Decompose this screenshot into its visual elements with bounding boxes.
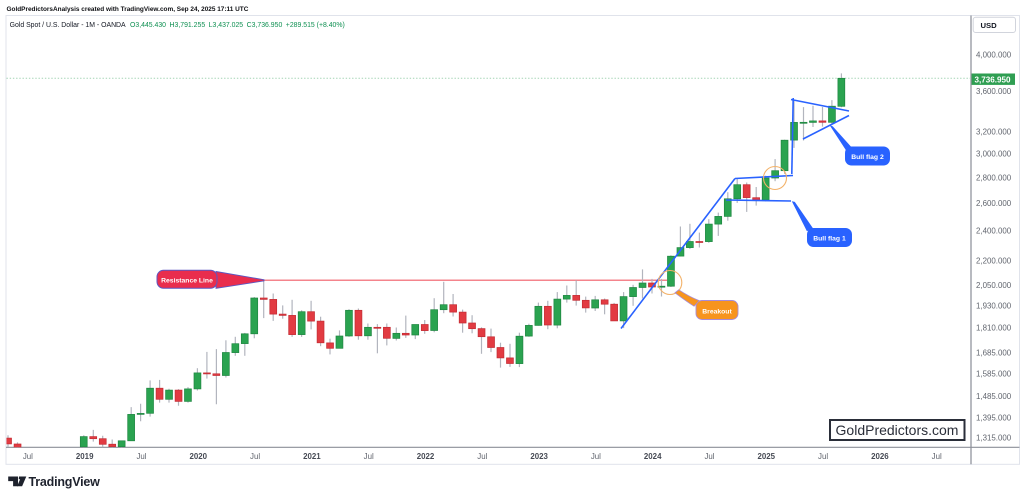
- svg-text:2026: 2026: [871, 452, 889, 461]
- svg-text:GoldPredictors.com: GoldPredictors.com: [836, 422, 959, 438]
- svg-text:3,000.000: 3,000.000: [976, 150, 1012, 159]
- svg-text:4,000.000: 4,000.000: [976, 51, 1012, 60]
- svg-text:Jul: Jul: [364, 452, 374, 461]
- svg-text:2024: 2024: [644, 452, 662, 461]
- svg-text:Jul: Jul: [818, 452, 828, 461]
- svg-text:2,200.000: 2,200.000: [976, 257, 1012, 266]
- svg-text:1,395.000: 1,395.000: [976, 413, 1012, 422]
- svg-text:Jul: Jul: [136, 452, 146, 461]
- svg-text:Jul: Jul: [704, 452, 714, 461]
- svg-text:1,810.000: 1,810.000: [976, 324, 1012, 333]
- svg-text:Bull flag 2: Bull flag 2: [851, 154, 884, 161]
- svg-text:2,400.000: 2,400.000: [976, 227, 1012, 236]
- svg-text:USD: USD: [981, 21, 998, 30]
- svg-text:3,200.000: 3,200.000: [976, 127, 1012, 136]
- svg-text:2022: 2022: [417, 452, 435, 461]
- svg-text:1,685.000: 1,685.000: [976, 348, 1012, 357]
- svg-text:Jul: Jul: [23, 452, 33, 461]
- svg-text:2023: 2023: [530, 452, 548, 461]
- svg-text:1,585.000: 1,585.000: [976, 369, 1012, 378]
- svg-text:1,315.000: 1,315.000: [976, 434, 1012, 443]
- svg-text:Breakout: Breakout: [702, 308, 732, 315]
- svg-text:Jul: Jul: [591, 452, 601, 461]
- svg-text:GoldPredictorsAnalysis created: GoldPredictorsAnalysis created with Trad…: [7, 6, 249, 13]
- svg-text:2,050.000: 2,050.000: [976, 281, 1012, 290]
- svg-text:Resistance Line: Resistance Line: [161, 278, 213, 285]
- svg-text:Jul: Jul: [250, 452, 260, 461]
- svg-text:2021: 2021: [303, 452, 321, 461]
- svg-text:2,800.000: 2,800.000: [976, 173, 1012, 182]
- svg-text:2025: 2025: [758, 452, 776, 461]
- svg-text:2019: 2019: [76, 452, 94, 461]
- svg-text:2020: 2020: [190, 452, 208, 461]
- svg-text:Jul: Jul: [932, 452, 942, 461]
- svg-text:TradingView: TradingView: [29, 475, 101, 489]
- svg-text:1,930.000: 1,930.000: [976, 302, 1012, 311]
- svg-text:1,485.000: 1,485.000: [976, 392, 1012, 401]
- svg-text:3,600.000: 3,600.000: [976, 87, 1012, 96]
- svg-text:3,736.950: 3,736.950: [975, 75, 1012, 84]
- svg-text:Gold Spot / U.S. Dollar - 1M -: Gold Spot / U.S. Dollar - 1M - OANDA: [10, 22, 126, 29]
- svg-text:2,600.000: 2,600.000: [976, 199, 1012, 208]
- svg-text:Jul: Jul: [477, 452, 487, 461]
- svg-text:Bull flag 1: Bull flag 1: [813, 236, 846, 243]
